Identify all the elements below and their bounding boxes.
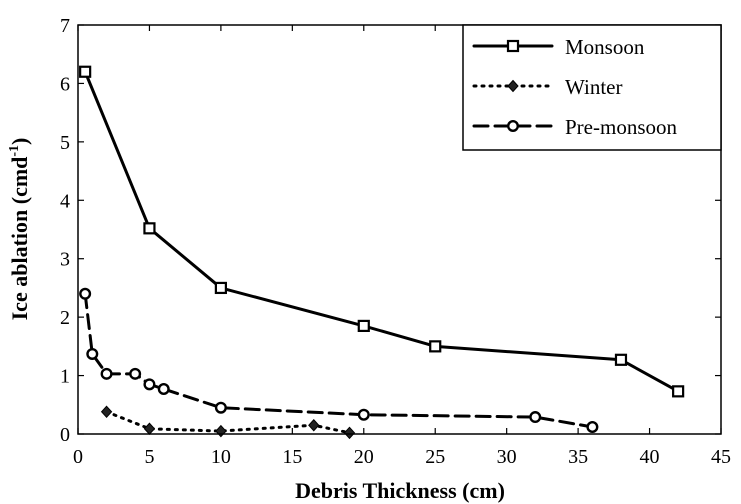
data-point [214,401,227,414]
x-tick-label: 20 [354,446,374,468]
legend-label-monsoon: Monsoon [565,35,645,59]
x-tick-label: 5 [144,446,154,468]
y-tick-label: 0 [60,424,70,446]
y-tick-label: 3 [60,249,70,271]
data-point [586,420,599,433]
data-point [143,422,156,435]
x-tick-label: 30 [497,446,517,468]
data-point [614,353,628,366]
series-monsoon [79,65,685,398]
series-pre-monsoon [79,287,599,433]
data-point [143,378,156,391]
data-point [79,287,92,300]
y-tick-label: 2 [60,307,70,329]
data-point [343,426,356,440]
data-point [215,424,227,438]
y-tick-label: 5 [60,132,70,154]
data-point [357,408,370,421]
y-tick-label: 4 [60,190,70,212]
data-point [308,418,320,432]
legend-label-pre-monsoon: Pre-monsoon [565,115,677,139]
data-point [529,411,542,424]
data-point [672,385,685,398]
x-tick-label: 25 [425,446,445,468]
data-point [86,347,99,360]
series-line [105,410,351,435]
x-tick-label: 10 [211,446,231,468]
y-tick-label: 7 [60,15,70,37]
series-line [83,292,594,429]
x-axis-label: Debris Thickness (cm) [295,478,505,503]
legend-marker-sample [507,119,520,132]
legend-marker-sample [506,39,520,53]
series-layer [79,65,685,440]
data-point [214,281,227,295]
legend-samples [472,39,554,132]
legend: Monsoon Winter Pre-monsoon [462,24,722,151]
data-point [357,319,370,333]
y-axis-label-sup: -1 [7,145,22,157]
data-point [429,340,442,353]
x-tick-label: 40 [640,446,660,468]
legend-label-winter: Winter [565,75,622,99]
legend-marker-sample [507,79,519,93]
data-point [143,222,156,235]
series-winter [100,405,356,440]
x-tick-label: 0 [73,446,83,468]
data-point [100,405,113,419]
data-point [129,367,142,380]
plot-frame [77,24,722,435]
y-axis-label-close: ) [7,138,32,145]
y-axis-label: Ice ablation (cmd-1) [7,138,32,321]
data-point [100,367,113,380]
x-tick-label: 15 [282,446,302,468]
y-axis-label-main: Ice ablation (cmd [7,157,32,321]
x-tick-label: 45 [711,446,731,468]
y-tick-label: 1 [60,366,70,388]
y-tick-label: 6 [60,73,70,95]
data-point [157,383,170,396]
x-tick-label: 35 [568,446,588,468]
data-point [79,65,92,78]
